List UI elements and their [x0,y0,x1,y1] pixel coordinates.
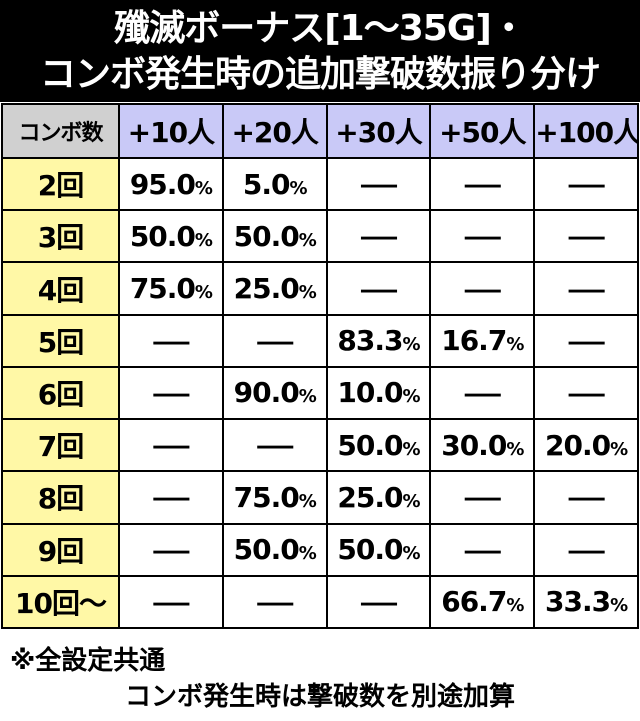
table-row: 10回〜 — — —66.7% 33.3% [1,574,639,630]
cell: 33.3% [533,574,639,630]
row-label: 7回 [1,418,120,473]
table-row: 2回 95.0% 5.0% — — — [1,156,639,212]
cell: 75.0% [221,470,328,525]
table: コンボ数 +10人 +20人 +30人 +50人 +100人 2回 95.0% 5.0% — — —… [1,103,639,630]
cell: 16.7% [429,313,536,368]
title-line: 殲滅ボーナス[1〜35G]・ [114,8,527,49]
cell: — [118,522,224,577]
cell: — [533,156,639,212]
cell: 50.0% [221,522,328,577]
cell: — [325,156,432,212]
column-header: コンボ数 [1,103,120,159]
cell: — [533,313,639,368]
cell: 30.0% [429,418,536,473]
cell: — [533,522,639,577]
cell: 50.0% [221,209,328,264]
row-label: 10回〜 [1,574,120,630]
cell: 66.7% [429,574,536,630]
table-row: 4回 75.0% 25.0% — — — [1,261,639,316]
table-row: 9回 —50.0% 50.0% — — [1,522,639,577]
column-header: +50人 [429,103,536,159]
column-header: +10人 [118,103,224,159]
cell: — [118,313,224,368]
cell: 20.0% [533,418,639,473]
cell: 50.0% [325,418,432,473]
note: コンボ発生時は撃破数を別途加算 [124,682,515,712]
cell: 95.0% [118,156,224,212]
cell: 25.0% [325,470,432,525]
cell: 25.0% [221,261,328,316]
cell: — [221,574,328,630]
title-band: 殲滅ボーナス[1〜35G]・ コンボ発生時の追加撃破数振り分け [0,0,640,102]
cell: — [221,418,328,473]
cell: — [325,574,432,630]
cell: — [429,522,536,577]
cell: — [429,156,536,212]
title-line: コンボ発生時の追加撃破数振り分け [39,54,601,95]
cell: — [118,574,224,630]
table-row: 6回 —90.0% 10.0% — — [1,365,639,421]
cell: 50.0% [118,209,224,264]
cell: — [325,209,432,264]
cell: — [118,470,224,525]
table-row: 7回 — —50.0% 30.0% 20.0% [1,418,639,473]
cell: 83.3% [325,313,432,368]
column-header: +20人 [221,103,328,159]
cell: — [533,365,639,421]
row-label: 2回 [1,156,120,212]
header-row: コンボ数 +10人 +20人 +30人 +50人 +100人 [1,103,639,159]
cell: 90.0% [221,365,328,421]
cell: 10.0% [325,365,432,421]
cell: — [118,418,224,473]
cell: — [429,365,536,421]
note: ※全設定共通 [10,646,166,676]
table-body: 2回 95.0% 5.0% — — —3回 50.0% 50.0% — — —4回 75.0% 25.0… [1,156,639,630]
table-row: 8回 —75.0% 25.0% — — [1,470,639,525]
cell: — [429,209,536,264]
cell: — [429,261,536,316]
table-row: 5回 — —83.3% 16.7% — [1,313,639,368]
cell: — [533,470,639,525]
table-row: 3回 50.0% 50.0% — — — [1,209,639,264]
row-label: 8回 [1,470,120,525]
cell: — [429,470,536,525]
cell: — [118,365,224,421]
cell: — [533,261,639,316]
row-label: 3回 [1,209,120,264]
column-header: +30人 [325,103,432,159]
cell: — [221,313,328,368]
row-label: 4回 [1,261,120,316]
row-label: 6回 [1,365,120,421]
cell: — [533,209,639,264]
cell: — [325,261,432,316]
cell: 75.0% [118,261,224,316]
row-label: 5回 [1,313,120,368]
cell: 5.0% [221,156,328,212]
column-header: +100人 [533,103,639,159]
cell: 50.0% [325,522,432,577]
row-label: 9回 [1,522,120,577]
